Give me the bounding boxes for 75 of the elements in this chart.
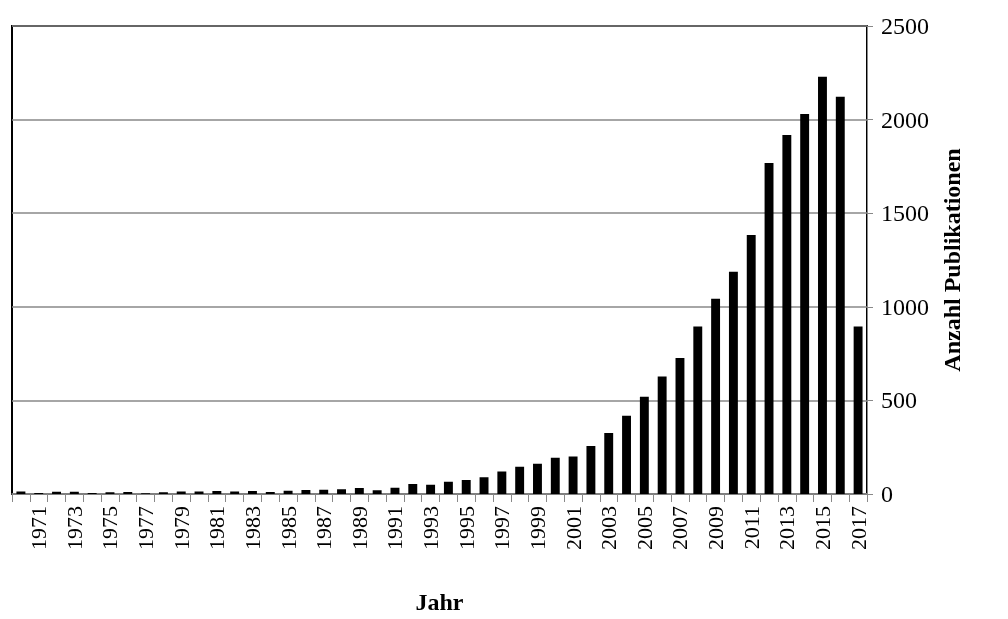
x-tick-label: 1975 bbox=[97, 506, 123, 550]
bar bbox=[746, 234, 756, 494]
bar bbox=[194, 491, 204, 494]
x-tick-label: 2007 bbox=[667, 506, 693, 550]
bar bbox=[16, 491, 26, 494]
x-tick-label: 1973 bbox=[61, 506, 87, 550]
bar bbox=[69, 491, 79, 494]
bar bbox=[461, 479, 471, 494]
bar bbox=[604, 432, 614, 494]
x-tick-label: 2003 bbox=[596, 506, 622, 550]
bar bbox=[711, 298, 721, 494]
y2-tick-label: 2000 bbox=[881, 106, 929, 133]
bar bbox=[283, 490, 293, 494]
bar bbox=[639, 396, 649, 494]
bar bbox=[319, 489, 329, 494]
x-tick-label: 1999 bbox=[524, 506, 550, 550]
bar bbox=[426, 484, 436, 494]
y2-axis-title: Anzahl Publikationen bbox=[938, 148, 965, 372]
y2-tick-label: 0 bbox=[881, 481, 893, 507]
x-tick-label: 2001 bbox=[560, 506, 586, 550]
bar bbox=[622, 415, 631, 494]
bar bbox=[176, 491, 186, 494]
bar bbox=[52, 491, 61, 494]
bar bbox=[782, 134, 792, 494]
x-tick-label: 1997 bbox=[489, 506, 515, 550]
bar bbox=[497, 471, 507, 494]
bar bbox=[479, 477, 489, 494]
bar bbox=[675, 358, 685, 494]
x-tick-label: 1983 bbox=[239, 506, 265, 550]
x-tick-label: 1993 bbox=[418, 506, 444, 550]
x-tick-label: 1989 bbox=[346, 506, 372, 550]
x-tick-label: 2011 bbox=[738, 506, 764, 550]
bar bbox=[568, 456, 578, 494]
bar bbox=[835, 96, 845, 494]
bar bbox=[515, 466, 525, 494]
x-tick-label: 1971 bbox=[26, 506, 52, 550]
bar bbox=[390, 487, 400, 494]
x-tick-label: 1995 bbox=[453, 506, 479, 550]
x-tick-label: 1985 bbox=[275, 506, 301, 550]
x-tick-label: 2017 bbox=[845, 506, 871, 550]
y2-tick-label: 1000 bbox=[881, 293, 929, 320]
x-tick-label: 2013 bbox=[774, 506, 800, 550]
x-tick-label: 2009 bbox=[703, 506, 729, 550]
x-tick-label: 2015 bbox=[809, 506, 835, 550]
bar bbox=[728, 271, 738, 494]
bar bbox=[853, 326, 863, 494]
bar bbox=[248, 491, 257, 494]
bar bbox=[230, 491, 240, 494]
y2-tick-label: 2500 bbox=[881, 13, 929, 39]
bar bbox=[301, 490, 311, 494]
bar bbox=[818, 76, 827, 494]
bar bbox=[265, 491, 275, 494]
bar bbox=[337, 489, 346, 494]
bar bbox=[586, 445, 596, 494]
bar bbox=[212, 491, 222, 494]
x-tick-label: 1987 bbox=[311, 506, 337, 550]
x-tick-label: 1979 bbox=[168, 506, 194, 550]
x-tick-label: 1977 bbox=[133, 506, 159, 550]
y2-tick-label: 500 bbox=[881, 387, 917, 414]
bar bbox=[764, 163, 774, 494]
bar bbox=[550, 457, 560, 494]
x-tick-label: 1991 bbox=[382, 506, 408, 550]
bar bbox=[657, 376, 667, 494]
x-tick-label: 2005 bbox=[631, 506, 657, 550]
y2-tick-label: 1500 bbox=[881, 200, 929, 227]
bar bbox=[372, 490, 382, 494]
bar bbox=[123, 491, 133, 494]
bar bbox=[354, 488, 364, 494]
bar bbox=[443, 481, 453, 494]
bar bbox=[533, 463, 542, 494]
x-axis-title: Jahr bbox=[415, 589, 464, 615]
bar bbox=[693, 326, 703, 494]
bar bbox=[408, 484, 418, 494]
bar bbox=[800, 113, 810, 494]
x-tick-label: 1981 bbox=[204, 506, 230, 550]
